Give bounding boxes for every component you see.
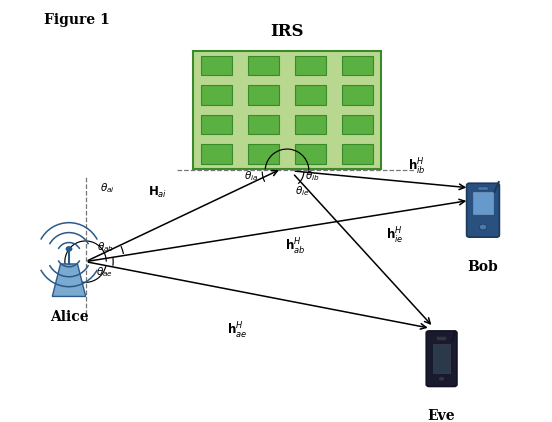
Text: Bob: Bob (468, 260, 498, 273)
Polygon shape (52, 264, 86, 296)
Text: $\theta_{ae}$: $\theta_{ae}$ (97, 265, 113, 279)
Bar (478, 187, 489, 190)
Text: $\mathbf{h}_{ae}^{H}$: $\mathbf{h}_{ae}^{H}$ (227, 321, 247, 341)
Text: $\mathbf{h}_{ib}^{H}$: $\mathbf{h}_{ib}^{H}$ (408, 157, 426, 177)
Bar (201, 115, 232, 134)
Bar (342, 115, 373, 134)
FancyBboxPatch shape (426, 331, 457, 387)
Text: $\theta_{ab}$: $\theta_{ab}$ (98, 240, 114, 254)
Bar (248, 115, 279, 134)
Bar (295, 144, 326, 164)
Bar (295, 115, 326, 134)
Bar (295, 85, 326, 105)
Text: $\theta_{ia}$: $\theta_{ia}$ (244, 170, 258, 183)
Text: Eve: Eve (428, 409, 455, 422)
Text: $\mathbf{H}_{ai}$: $\mathbf{H}_{ai}$ (148, 184, 167, 200)
Bar (342, 85, 373, 105)
Text: $\mathbf{h}_{ie}^{H}$: $\mathbf{h}_{ie}^{H}$ (386, 226, 404, 246)
Bar (248, 56, 279, 75)
Bar (473, 192, 493, 214)
Bar (437, 337, 446, 340)
Bar (248, 144, 279, 164)
Text: $\mathbf{h}_{ab}^{H}$: $\mathbf{h}_{ab}^{H}$ (285, 237, 305, 257)
Circle shape (66, 247, 72, 251)
Bar (433, 344, 450, 373)
Text: Figure 1: Figure 1 (44, 13, 110, 27)
Text: Alice: Alice (50, 310, 88, 324)
Bar (193, 51, 381, 169)
Bar (342, 56, 373, 75)
Text: $\theta_{ai}$: $\theta_{ai}$ (100, 181, 115, 195)
Bar (248, 85, 279, 105)
Bar (342, 144, 373, 164)
Circle shape (438, 376, 445, 381)
Text: IRS: IRS (270, 23, 304, 40)
Text: $\theta_{ib}$: $\theta_{ib}$ (305, 170, 319, 183)
Circle shape (479, 224, 487, 230)
Bar (295, 56, 326, 75)
Text: $\theta_{ie}$: $\theta_{ie}$ (295, 184, 310, 197)
Bar (201, 144, 232, 164)
Bar (201, 56, 232, 75)
Bar (201, 85, 232, 105)
FancyBboxPatch shape (466, 183, 500, 237)
